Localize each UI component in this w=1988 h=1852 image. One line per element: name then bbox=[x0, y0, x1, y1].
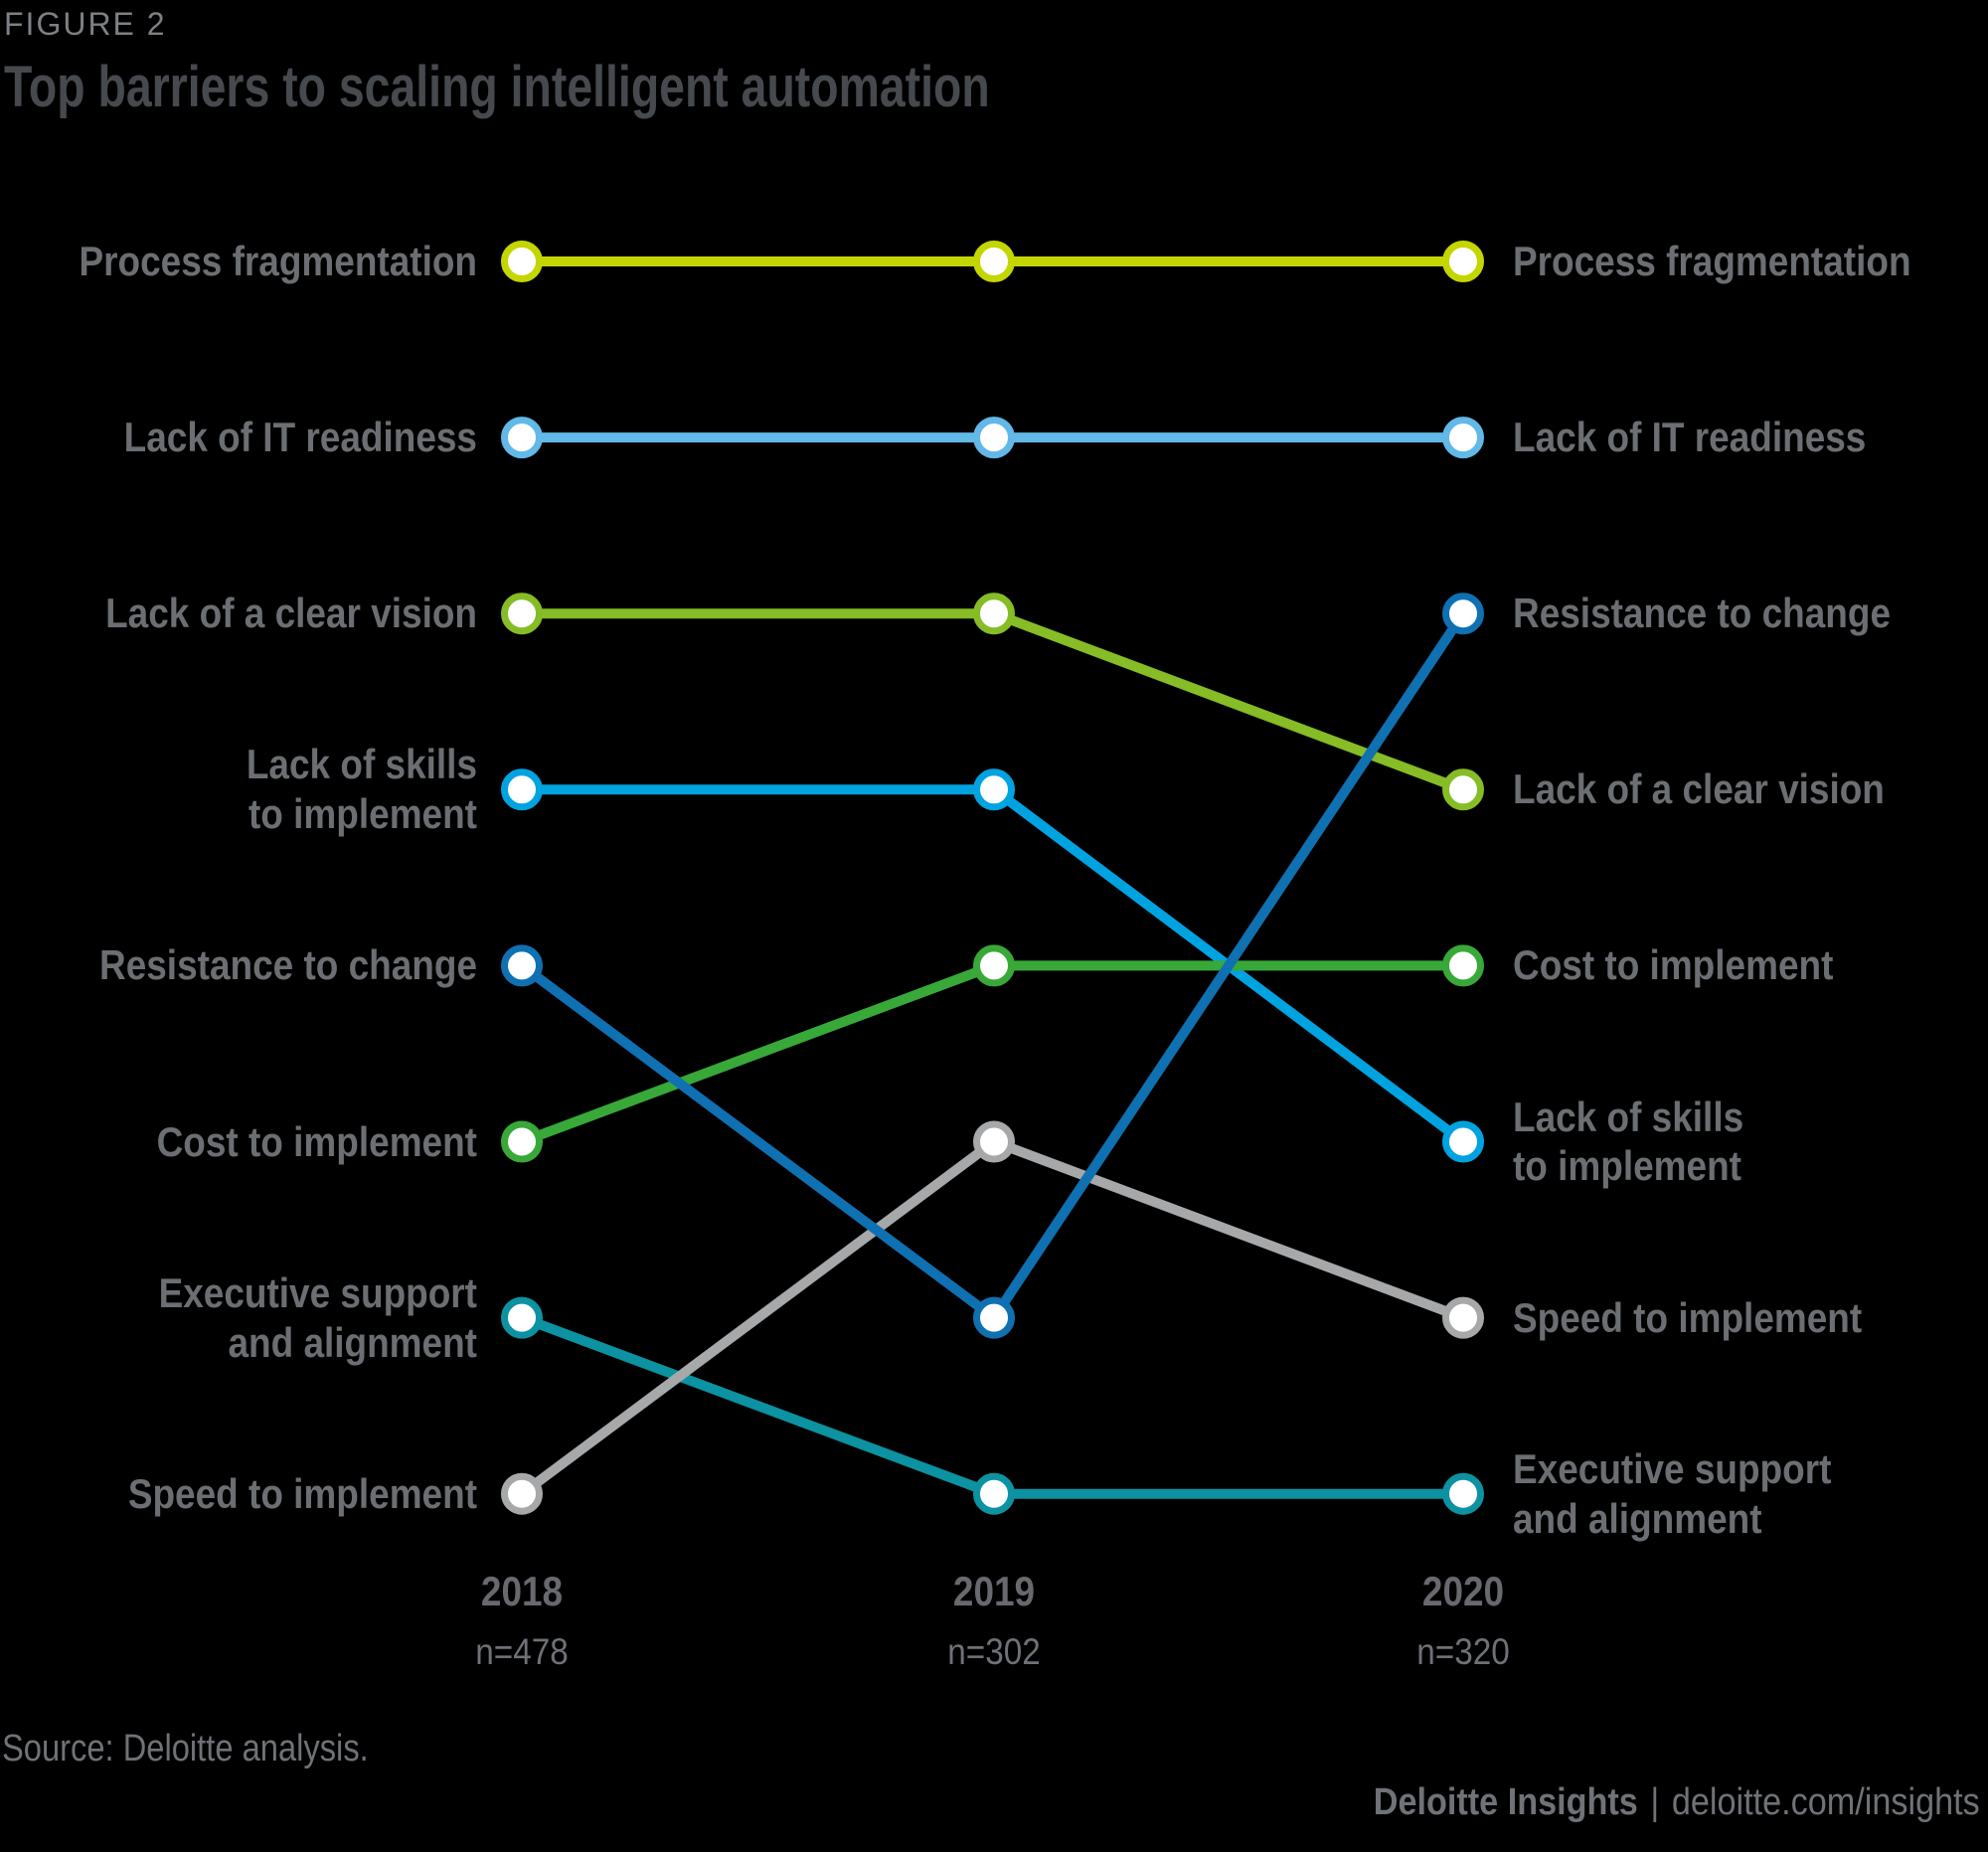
row-label-line: and alignment bbox=[228, 1318, 477, 1366]
row-label-line: Cost to implement bbox=[1513, 941, 1834, 989]
series-line-executive-support-and-alignment bbox=[520, 1312, 1463, 1499]
data-point-lack-of-skills-to-implement-2019 bbox=[973, 768, 1015, 811]
footer-separator: | bbox=[1650, 1781, 1660, 1823]
data-point-cost-to-implement-2019 bbox=[973, 944, 1015, 987]
row-label-left-speed-to-implement: Speed to implement bbox=[58, 1469, 477, 1519]
data-point-lack-of-skills-to-implement-2018 bbox=[501, 768, 543, 811]
footer: Deloitte Insights | deloitte.com/insights bbox=[1374, 1781, 1980, 1824]
page-title: Top barriers to scaling intelligent auto… bbox=[4, 55, 990, 119]
row-label-line: to implement bbox=[1513, 1142, 1741, 1190]
footer-url-text: deloitte.com/insights bbox=[1672, 1781, 1980, 1823]
row-label-line: to implement bbox=[248, 790, 477, 838]
row-label-right-resistance-to-change: Resistance to change bbox=[1513, 589, 1891, 638]
row-label-left-executive-support-and-alignment: Executive support and alignment bbox=[58, 1268, 477, 1368]
data-point-resistance-to-change-2020 bbox=[1442, 592, 1484, 635]
row-label-line: Lack of a clear vision bbox=[105, 589, 478, 637]
data-point-executive-support-and-alignment-2020 bbox=[1442, 1472, 1484, 1515]
axis-year-2019: 2019 bbox=[952, 1568, 1036, 1614]
data-point-speed-to-implement-2019 bbox=[973, 1120, 1015, 1163]
row-label-left-process-fragmentation: Process fragmentation bbox=[58, 237, 477, 286]
row-label-right-cost-to-implement: Cost to implement bbox=[1513, 940, 1833, 990]
figure-label: FIGURE 2 bbox=[4, 6, 167, 42]
data-point-resistance-to-change-2019 bbox=[973, 1296, 1015, 1339]
data-point-process-fragmentation-2018 bbox=[501, 241, 543, 282]
data-point-lack-of-a-clear-vision-2018 bbox=[501, 592, 543, 635]
row-label-line: Lack of a clear vision bbox=[1513, 765, 1885, 813]
data-point-process-fragmentation-2019 bbox=[973, 241, 1015, 282]
data-point-lack-of-a-clear-vision-2020 bbox=[1442, 768, 1484, 811]
row-label-line: Process fragmentation bbox=[1513, 238, 1911, 285]
row-label-right-lack-of-it-readiness: Lack of IT readiness bbox=[1513, 413, 1866, 462]
row-label-line: Resistance to change bbox=[1513, 589, 1891, 637]
data-point-speed-to-implement-2020 bbox=[1442, 1296, 1484, 1339]
footer-brand: Deloitte Insights bbox=[1374, 1781, 1639, 1823]
row-label-line: and alignment bbox=[1513, 1494, 1762, 1542]
data-point-executive-support-and-alignment-2019 bbox=[973, 1472, 1015, 1515]
row-label-line: Lack of skills bbox=[246, 741, 477, 788]
axis-year-2020: 2020 bbox=[1421, 1568, 1505, 1614]
row-label-left-resistance-to-change: Resistance to change bbox=[58, 940, 477, 990]
row-label-right-executive-support-and-alignment: Executive support and alignment bbox=[1513, 1444, 1831, 1544]
row-label-right-speed-to-implement: Speed to implement bbox=[1513, 1293, 1862, 1343]
row-label-right-process-fragmentation: Process fragmentation bbox=[1513, 237, 1911, 286]
data-point-lack-of-a-clear-vision-2019 bbox=[973, 592, 1015, 635]
row-label-line: Resistance to change bbox=[99, 941, 477, 989]
row-label-line: Process fragmentation bbox=[79, 238, 477, 285]
data-point-cost-to-implement-2020 bbox=[1442, 944, 1484, 987]
row-label-line: Speed to implement bbox=[1513, 1293, 1863, 1341]
row-label-line: Lack of IT readiness bbox=[123, 414, 477, 461]
row-label-line: Executive support bbox=[158, 1268, 478, 1316]
data-point-lack-of-it-readiness-2020 bbox=[1442, 417, 1484, 459]
row-label-right-lack-of-a-clear-vision: Lack of a clear vision bbox=[1513, 764, 1885, 814]
axis-sample-size-2019: n=302 bbox=[947, 1631, 1041, 1672]
data-point-lack-of-it-readiness-2018 bbox=[501, 417, 543, 459]
row-label-line: Lack of skills bbox=[1513, 1093, 1744, 1140]
axis-sample-size-2020: n=320 bbox=[1416, 1631, 1510, 1672]
row-label-line: Speed to implement bbox=[127, 1469, 477, 1517]
series-line-cost-to-implement bbox=[520, 960, 1463, 1147]
row-label-right-lack-of-skills-to-implement: Lack of skills to implement bbox=[1513, 1093, 1743, 1192]
row-label-line: Executive support bbox=[1513, 1444, 1832, 1492]
data-point-lack-of-skills-to-implement-2020 bbox=[1442, 1120, 1484, 1163]
data-point-cost-to-implement-2018 bbox=[501, 1120, 543, 1163]
series-line-lack-of-a-clear-vision bbox=[522, 608, 1465, 794]
row-label-left-lack-of-skills-to-implement: Lack of skills to implement bbox=[58, 740, 477, 839]
data-point-lack-of-it-readiness-2019 bbox=[973, 417, 1015, 459]
axis-year-2018: 2018 bbox=[480, 1568, 564, 1614]
row-label-left-lack-of-it-readiness: Lack of IT readiness bbox=[58, 413, 477, 462]
data-point-process-fragmentation-2020 bbox=[1442, 241, 1484, 282]
data-point-resistance-to-change-2018 bbox=[501, 944, 543, 987]
row-label-left-lack-of-a-clear-vision: Lack of a clear vision bbox=[58, 589, 477, 638]
data-point-executive-support-and-alignment-2018 bbox=[501, 1296, 543, 1339]
row-label-left-cost-to-implement: Cost to implement bbox=[58, 1117, 477, 1167]
source-note: Source: Deloitte analysis. bbox=[2, 1728, 369, 1769]
data-point-speed-to-implement-2018 bbox=[501, 1472, 543, 1515]
row-label-line: Lack of IT readiness bbox=[1513, 414, 1867, 461]
axis-sample-size-2018: n=478 bbox=[475, 1631, 569, 1672]
row-label-line: Cost to implement bbox=[156, 1117, 477, 1165]
